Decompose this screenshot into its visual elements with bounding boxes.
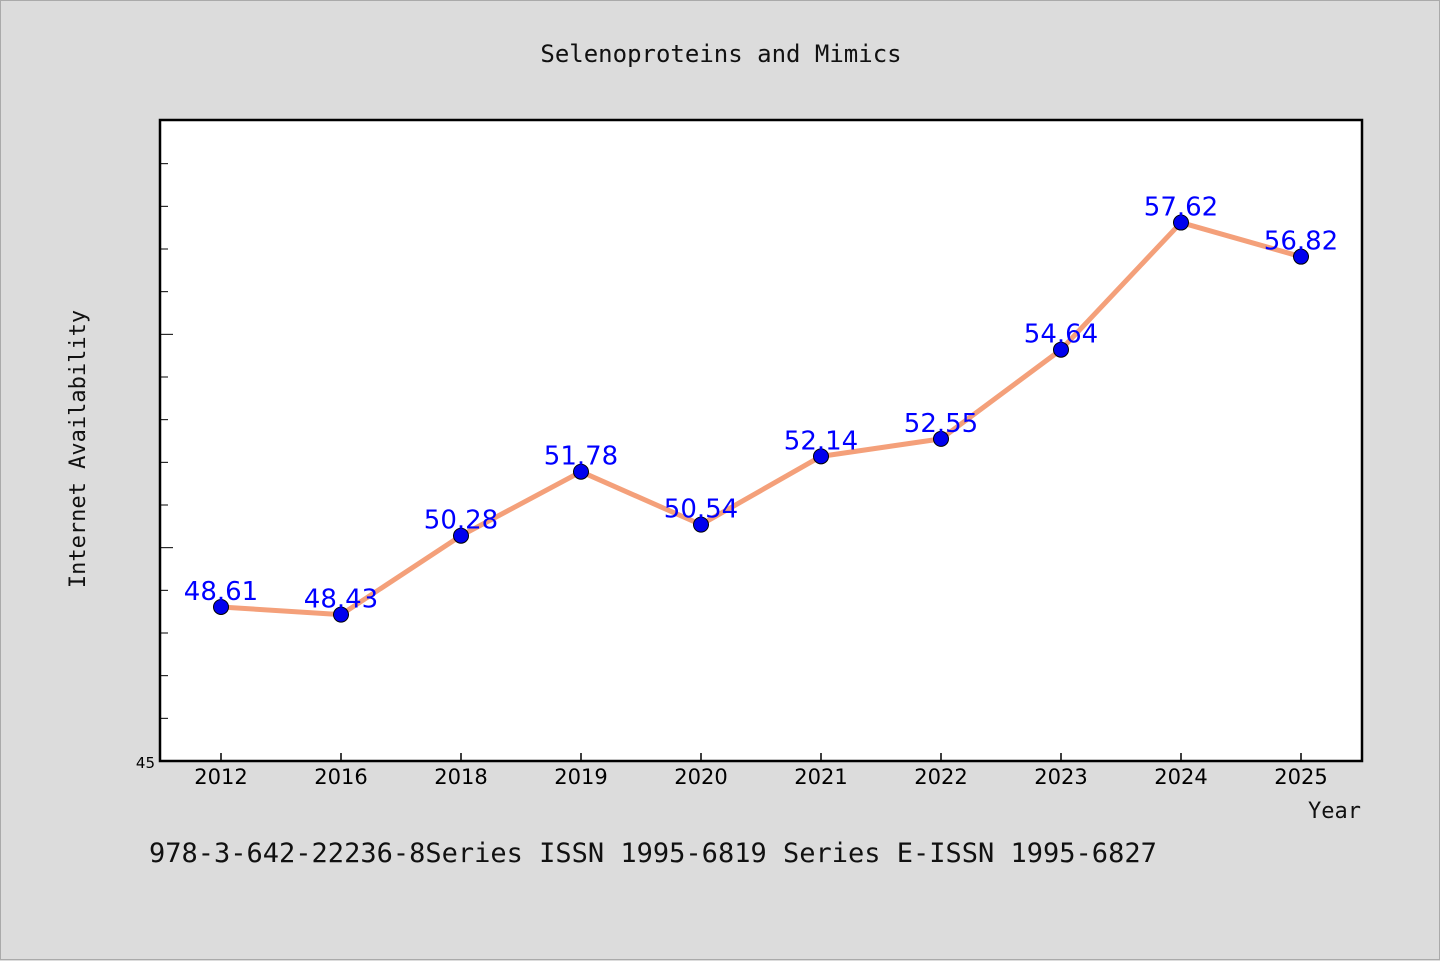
x-tick-label: 2022 bbox=[914, 765, 967, 789]
data-label: 57.62 bbox=[1144, 193, 1218, 223]
data-label: 48.61 bbox=[184, 577, 258, 607]
data-marker bbox=[1053, 341, 1069, 358]
data-marker bbox=[693, 516, 709, 533]
data-marker bbox=[1173, 214, 1189, 231]
y-tick-label-min: 45 bbox=[136, 754, 155, 772]
x-tick-label: 2018 bbox=[434, 765, 487, 789]
x-tick-label: 2021 bbox=[794, 765, 847, 789]
data-marker bbox=[933, 430, 949, 447]
plot-area bbox=[158, 118, 1364, 763]
data-markers bbox=[213, 214, 1309, 623]
data-labels: 48.61 48.43 50.28 51.78 50.54 52.14 52.55 54.64… bbox=[184, 193, 1338, 615]
data-marker bbox=[213, 598, 229, 615]
y-axis-label: Internet Availability bbox=[66, 310, 91, 588]
data-marker bbox=[1293, 248, 1309, 265]
data-label: 52.55 bbox=[904, 409, 978, 439]
x-tick-label: 2019 bbox=[554, 765, 607, 789]
x-tick-label: 2012 bbox=[194, 765, 247, 789]
data-marker bbox=[453, 527, 469, 544]
x-tick-labels: 2012 2016 2018 2019 2020 2021 2022 2023 2024 2025 bbox=[194, 765, 1327, 789]
x-axis-ticks bbox=[220, 753, 1302, 761]
data-label: 51.78 bbox=[544, 442, 618, 472]
y-axis-ticks bbox=[161, 163, 173, 719]
data-label: 48.43 bbox=[304, 585, 378, 615]
data-label: 50.54 bbox=[664, 495, 738, 525]
data-marker bbox=[573, 463, 589, 480]
data-marker bbox=[333, 606, 349, 623]
x-tick-label: 2025 bbox=[1274, 765, 1327, 789]
data-label: 56.82 bbox=[1264, 227, 1338, 257]
x-tick-label: 2023 bbox=[1034, 765, 1087, 789]
x-tick-label: 2016 bbox=[314, 765, 367, 789]
data-label: 50.28 bbox=[424, 506, 498, 536]
data-label: 54.64 bbox=[1024, 320, 1098, 350]
x-axis-label: Year bbox=[1308, 799, 1361, 824]
chart-title: Selenoproteins and Mimics bbox=[540, 40, 901, 68]
series-line bbox=[220, 220, 1302, 618]
data-label: 52.14 bbox=[784, 426, 858, 456]
data-marker bbox=[813, 448, 829, 465]
x-tick-label: 2024 bbox=[1154, 765, 1207, 789]
x-tick-label: 2020 bbox=[674, 765, 727, 789]
footer-isbn-text: 978-3-642-22236-8Series ISSN 1995-6819 S… bbox=[149, 838, 1157, 869]
